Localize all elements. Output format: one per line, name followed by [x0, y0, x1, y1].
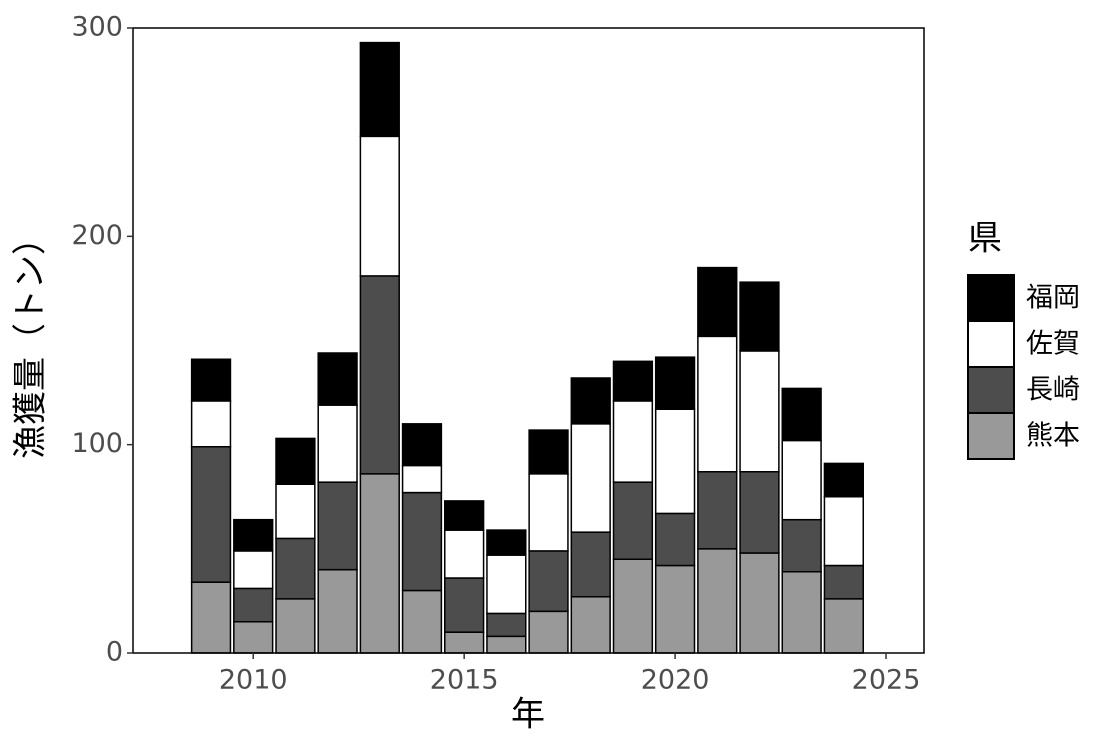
x-tick-label: 2020: [641, 665, 710, 696]
bar-segment: [781, 571, 822, 654]
bar-segment: [444, 529, 485, 579]
bar-segment: [823, 496, 865, 567]
bar-segment: [612, 481, 654, 560]
y-tick-label: 100: [71, 428, 123, 459]
bar-segment: [359, 41, 400, 138]
bar-segment: [654, 408, 696, 515]
legend-label: 佐賀: [1026, 329, 1080, 360]
bar-segment: [317, 352, 358, 406]
y-tick-label: 200: [71, 220, 123, 251]
bar-segment: [486, 635, 527, 654]
bar-segment: [739, 552, 780, 654]
bar-segment: [444, 631, 485, 654]
bar-segment: [233, 550, 274, 590]
bar-segment: [739, 350, 780, 473]
bar-segment: [317, 568, 358, 654]
bar-segment: [654, 512, 696, 567]
bar-segment: [528, 550, 569, 613]
bar-segment: [275, 437, 316, 485]
bar-segment: [697, 335, 738, 473]
bar-segment: [190, 446, 232, 583]
bar-segment: [359, 473, 400, 654]
legend-title: 県: [968, 219, 1002, 259]
legend-swatch: [967, 320, 1015, 368]
bar-segment: [486, 529, 527, 556]
bar-segment: [317, 481, 358, 571]
bar-segment: [739, 281, 780, 352]
bar-segment: [190, 358, 232, 402]
x-tick-label: 2015: [430, 665, 499, 696]
bar-segment: [528, 429, 569, 475]
bar-segment: [570, 531, 611, 598]
bar-segment: [697, 266, 738, 338]
legend-swatch: [967, 366, 1015, 414]
bar-segment: [401, 423, 443, 467]
bar-segment: [401, 589, 443, 654]
y-tick-label: 0: [106, 637, 123, 668]
y-tick-label: 300: [71, 12, 123, 43]
bar-segment: [317, 404, 358, 483]
x-tick-label: 2010: [219, 665, 288, 696]
x-tick-label: 2025: [852, 665, 921, 696]
bar-segment: [781, 518, 822, 573]
bar-segment: [359, 135, 400, 277]
bar-segment: [444, 577, 485, 633]
bar-segment: [275, 537, 316, 600]
y-axis-title: 漁獲量（トン）: [11, 221, 51, 459]
bar-segment: [654, 564, 696, 654]
bar-segment: [275, 598, 316, 654]
legend-label: 長崎: [1026, 375, 1080, 406]
bar-segment: [823, 598, 865, 654]
bar-segment: [570, 596, 611, 654]
bar-segment: [486, 554, 527, 615]
bar-segment: [570, 423, 611, 533]
bar-segment: [697, 471, 738, 550]
bar-segment: [233, 518, 274, 552]
bar-segment: [444, 500, 485, 531]
plot-border: [132, 27, 925, 654]
bar-segment: [612, 558, 654, 654]
bar-segment: [401, 491, 443, 592]
bar-segment: [233, 587, 274, 623]
legend-swatch: [967, 274, 1015, 322]
bar-segment: [401, 464, 443, 494]
bar-segment: [233, 621, 274, 654]
bar-segment: [612, 400, 654, 483]
bar-segment: [697, 548, 738, 654]
bar-segment: [654, 356, 696, 410]
bar-segment: [359, 275, 400, 475]
bar-segment: [781, 387, 822, 442]
legend-label: 福岡: [1026, 283, 1080, 314]
legend-label: 熊本: [1026, 421, 1080, 452]
bar-segment: [528, 610, 569, 654]
bar-segment: [612, 360, 654, 402]
bar-segment: [570, 377, 611, 425]
bar-segment: [275, 483, 316, 540]
bar-segment: [486, 612, 527, 638]
bar-segment: [823, 462, 865, 498]
bar-segment: [190, 400, 232, 448]
bar-segment: [190, 581, 232, 654]
bar-segment: [528, 473, 569, 552]
legend-swatch: [967, 412, 1015, 460]
bar-segment: [781, 439, 822, 521]
bar-segment: [823, 564, 865, 600]
x-axis-title: 年: [511, 695, 545, 735]
bar-segment: [739, 471, 780, 554]
